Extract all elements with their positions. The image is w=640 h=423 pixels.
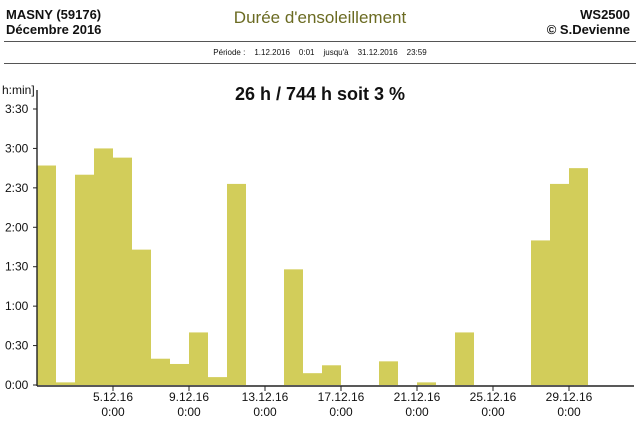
- bar-day-5: [113, 157, 132, 385]
- y-tick-label: 1:00: [5, 299, 29, 313]
- y-tick-label: 0:30: [5, 339, 29, 353]
- x-tick-time: 0:00: [329, 405, 353, 419]
- chart-title: Durée d'ensoleillement: [233, 8, 407, 27]
- station-location: MASNY (59176): [6, 7, 102, 22]
- bar-day-7: [151, 358, 170, 385]
- period-start-time: 0:01: [298, 48, 315, 57]
- y-tick-label: 3:00: [5, 141, 29, 155]
- bar-day-14: [284, 269, 303, 385]
- bar-day-10: [208, 377, 227, 385]
- period-start-date: 1.12.2016: [254, 48, 290, 57]
- x-tick-time: 0:00: [253, 405, 277, 419]
- period-bar: Période : 1.12.2016 0:01 jusqu'à 31.12.2…: [4, 41, 636, 64]
- period-label: Période :: [213, 48, 246, 57]
- x-tick-date: 17.12.16: [318, 390, 365, 404]
- bar-day-9: [189, 332, 208, 385]
- y-ticks-group: 0:00 0:30 1:00 1:30 2:00 2:30 3:00 3:30: [5, 102, 37, 392]
- x-tick-time: 0:00: [177, 405, 201, 419]
- bar-day-1: [37, 165, 56, 385]
- x-tick-time: 0:00: [557, 405, 581, 419]
- bar-day-11: [227, 183, 246, 385]
- bar-day-8: [170, 363, 189, 385]
- x-tick-time: 0:00: [481, 405, 505, 419]
- copyright: © S.Devienne: [546, 22, 630, 37]
- x-tick-time: 0:00: [101, 405, 125, 419]
- x-ticks-group: 5.12.160:009.12.160:0013.12.160:0017.12.…: [93, 386, 593, 419]
- bar-day-23: [455, 332, 474, 385]
- bar-day-3: [75, 174, 94, 385]
- y-tick-label: 0:00: [5, 378, 29, 392]
- sunshine-summary: 26 h / 744 h soit 3 %: [234, 84, 406, 104]
- bar-day-6: [132, 249, 151, 385]
- y-axis-label: h:min]: [2, 83, 35, 97]
- period-until-label: jusqu'à: [323, 48, 349, 57]
- bar-day-16: [322, 365, 341, 385]
- station-model: WS2500: [580, 7, 630, 22]
- x-tick-date: 9.12.16: [169, 390, 209, 404]
- period-end-time: 23:59: [406, 48, 427, 57]
- y-tick-label: 3:30: [5, 102, 29, 116]
- y-tick-label: 2:00: [5, 220, 29, 234]
- x-tick-date: 21.12.16: [394, 390, 441, 404]
- x-tick-date: 25.12.16: [470, 390, 517, 404]
- x-tick-date: 5.12.16: [93, 390, 133, 404]
- y-tick-label: 2:30: [5, 181, 29, 195]
- x-tick-time: 0:00: [405, 405, 429, 419]
- period-end-date: 31.12.2016: [357, 48, 398, 57]
- bar-day-4: [94, 148, 113, 385]
- bar-day-2: [56, 382, 75, 385]
- bar-day-27: [531, 240, 550, 385]
- bar-day-19: [379, 361, 398, 385]
- x-tick-date: 13.12.16: [242, 390, 289, 404]
- bar-day-15: [303, 373, 322, 385]
- y-tick-label: 1:30: [5, 260, 29, 274]
- bar-day-21: [417, 382, 436, 385]
- bar-day-29: [569, 168, 588, 385]
- x-tick-date: 29.12.16: [546, 390, 593, 404]
- bars-group: [37, 148, 588, 385]
- bar-day-28: [550, 183, 569, 385]
- report-month: Décembre 2016: [6, 22, 102, 37]
